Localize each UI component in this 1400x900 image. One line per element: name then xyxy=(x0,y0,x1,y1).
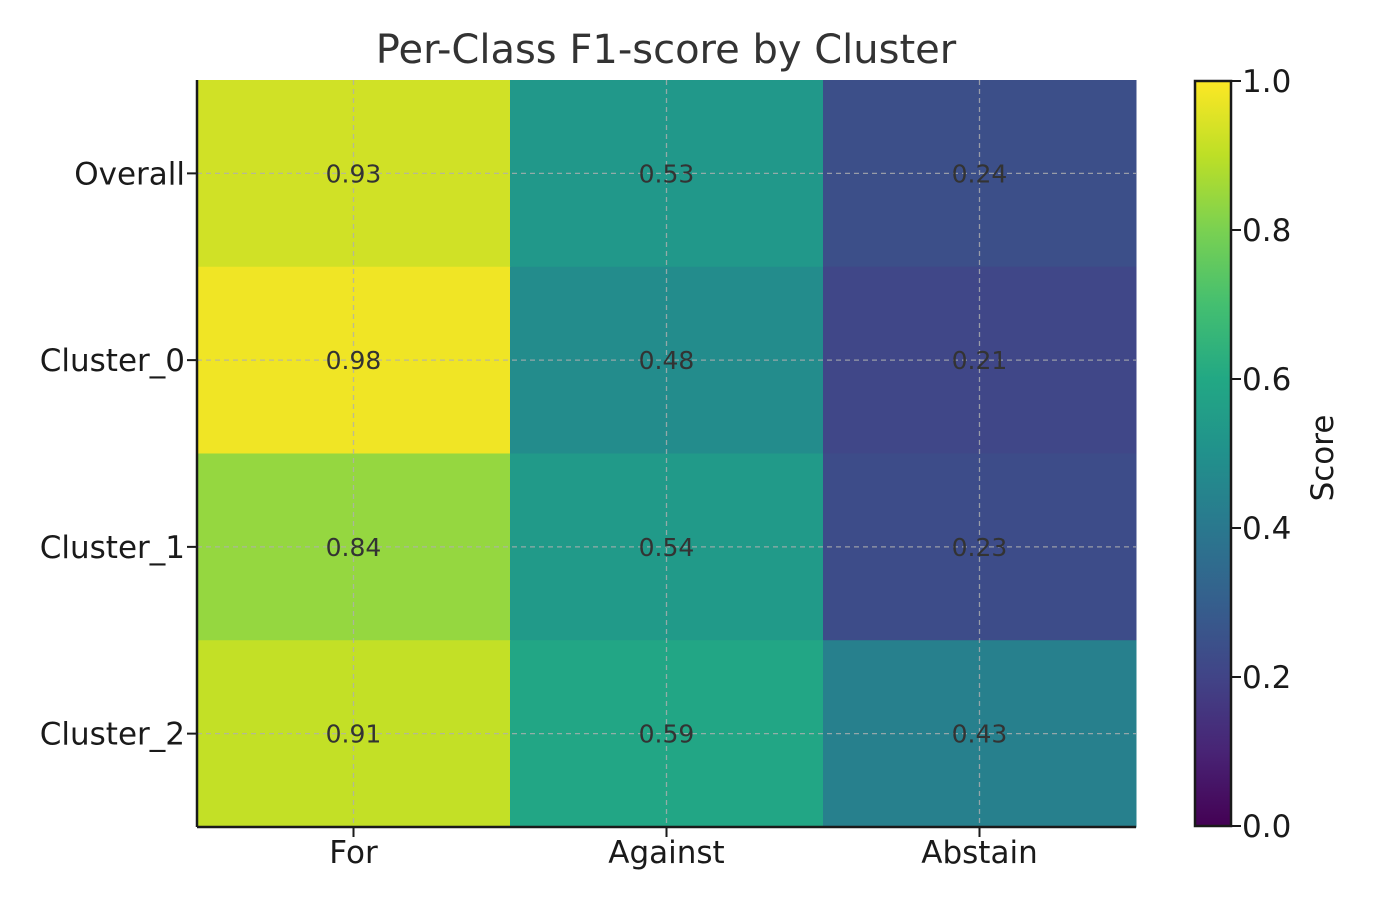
colorbar-tick-label: 0.4 xyxy=(1242,511,1291,547)
y-tick-label: Cluster_0 xyxy=(40,343,185,379)
colorbar-tick-label: 0.0 xyxy=(1242,809,1291,845)
colorbar-tick-label: 0.6 xyxy=(1242,362,1291,398)
chart-title: Per-Class F1-score by Cluster xyxy=(376,27,957,73)
colorbar-gradient xyxy=(1193,79,1233,828)
colorbar-tick-label: 0.2 xyxy=(1242,660,1291,696)
cell-value-label: 0.84 xyxy=(326,533,382,562)
cell-value-label: 0.21 xyxy=(952,346,1008,375)
cell-value-label: 0.91 xyxy=(326,720,382,749)
y-tick-label: Cluster_2 xyxy=(40,717,185,753)
x-tick-label: Abstain xyxy=(921,835,1037,871)
colorbar-label: Score xyxy=(1305,415,1341,502)
x-tick-label: Against xyxy=(608,835,724,871)
y-tick-label: Overall xyxy=(74,156,185,192)
cell-value-label: 0.48 xyxy=(639,346,695,375)
colorbar-tick-label: 1.0 xyxy=(1242,64,1291,100)
cell-value-label: 0.59 xyxy=(639,720,695,749)
cell-value-label: 0.43 xyxy=(952,720,1008,749)
cell-value-label: 0.53 xyxy=(639,159,695,188)
cell-value-label: 0.98 xyxy=(326,346,382,375)
cell-value-label: 0.93 xyxy=(326,159,382,188)
y-tick-label: Cluster_1 xyxy=(40,530,185,566)
colorbar: 0.0 0.2 0.4 0.6 0.8 1.0 Score xyxy=(1193,64,1341,845)
cell-value-label: 0.24 xyxy=(952,159,1008,188)
cell-value-label: 0.54 xyxy=(639,533,695,562)
cell-value-label: 0.23 xyxy=(952,533,1008,562)
heatmap-plot-area: 0.93 0.53 0.24 0.98 0.48 0.21 0.84 0.54 0.23 0.91… xyxy=(40,80,1137,871)
colorbar-tick-label: 0.8 xyxy=(1242,213,1291,249)
x-tick-label: For xyxy=(329,835,378,871)
